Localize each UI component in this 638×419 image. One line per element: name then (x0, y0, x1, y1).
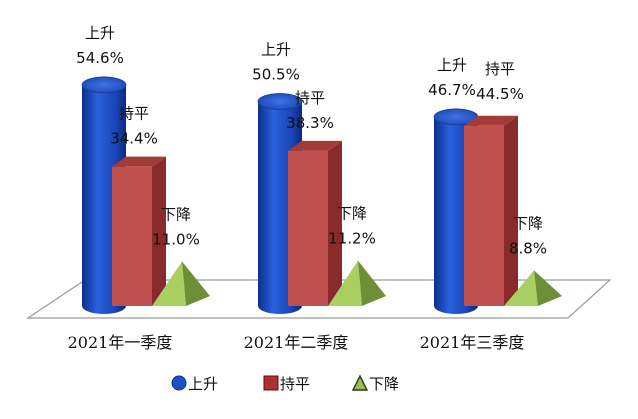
data-label-value-下降-3: 8.8% (509, 239, 547, 257)
data-label-value-下降-1: 11.0% (152, 230, 200, 248)
data-label-name-下降-3: 下降 (513, 214, 543, 232)
legend-label-下降: 下降 (369, 375, 399, 393)
bar-下降-3 (504, 270, 562, 306)
data-label-name-上升-2: 上升 (261, 40, 291, 58)
legend-marker-triangle (351, 374, 369, 391)
data-label-value-上升-2: 50.5% (252, 65, 300, 83)
x-tick-label-3: 2021年三季度 (420, 333, 525, 352)
data-label-value-持平-2: 38.3% (286, 114, 334, 132)
bar-下降-2 (328, 260, 386, 306)
legend-label-持平: 持平 (280, 375, 310, 393)
bar-持平-3 (464, 115, 518, 307)
data-label-name-下降-2: 下降 (337, 205, 367, 223)
x-tick-label-2: 2021年二季度 (244, 333, 349, 352)
legend: 上升 持平 下降 (171, 374, 399, 393)
bar-持平-2 (288, 140, 342, 306)
legend-marker-square (263, 375, 279, 391)
legend-marker-circle (171, 375, 187, 391)
data-label-name-持平-2: 持平 (295, 89, 325, 107)
data-label-name-持平-3: 持平 (485, 60, 515, 78)
data-label-name-上升-1: 上升 (85, 24, 115, 42)
bar-下降-1 (152, 261, 210, 306)
data-label-name-上升-3: 上升 (437, 56, 467, 74)
data-label-value-持平-3: 44.5% (476, 85, 524, 103)
data-label-value-上升-3: 46.7% (428, 81, 476, 99)
data-label-name-下降-1: 下降 (161, 205, 191, 223)
data-label-value-上升-1: 54.6% (76, 49, 124, 67)
x-tick-label-1: 2021年一季度 (68, 333, 173, 352)
legend-item-持平: 持平 (263, 375, 310, 393)
data-label-value-持平-1: 34.4% (110, 130, 158, 148)
data-label-value-下降-2: 11.2% (328, 230, 376, 248)
bar-持平-1 (112, 156, 166, 306)
legend-label-上升: 上升 (188, 375, 218, 393)
legend-item-上升: 上升 (171, 375, 218, 393)
legend-item-下降: 下降 (351, 374, 399, 393)
data-label-name-持平-1: 持平 (119, 105, 149, 123)
